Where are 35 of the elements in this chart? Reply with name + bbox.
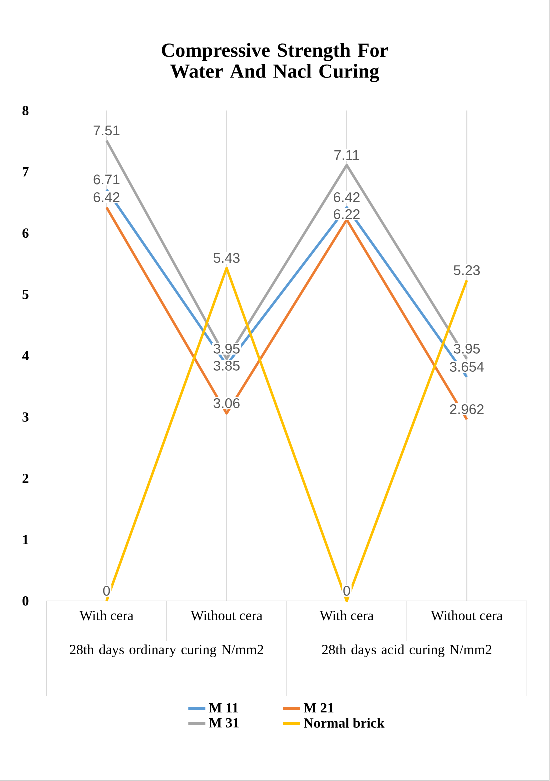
data-label: 7.11 bbox=[334, 150, 360, 160]
y-tick-label: 8 bbox=[22, 106, 29, 116]
data-label: 6.22 bbox=[334, 210, 360, 220]
data-label: 7.51 bbox=[94, 126, 120, 136]
x-tick-label: Without cera bbox=[431, 610, 503, 621]
legend-label: Normal brick bbox=[304, 718, 385, 728]
data-label: 6.71 bbox=[94, 174, 120, 185]
legend-label: M 21 bbox=[304, 703, 334, 713]
y-tick-label: 3 bbox=[22, 412, 29, 422]
data-label: 5.43 bbox=[214, 253, 240, 264]
y-tick-label: 0 bbox=[22, 596, 29, 606]
x-tick-label: Without cera bbox=[191, 610, 263, 621]
data-label: 6.42 bbox=[94, 192, 120, 202]
text: 28th days acid curing N/mm2 bbox=[322, 644, 492, 658]
text: 28th days ordinary curing N/mm2 bbox=[70, 644, 264, 658]
y-tick-label: 5 bbox=[22, 290, 29, 300]
data-label: 2.962 bbox=[450, 404, 484, 414]
data-label: 3.654 bbox=[450, 362, 484, 372]
y-tick-label: 7 bbox=[23, 168, 29, 177]
y-tick-label: 2 bbox=[22, 474, 29, 484]
data-label: 3.95 bbox=[454, 344, 480, 354]
y-tick-label: 1 bbox=[23, 535, 29, 544]
data-label: 3.95 bbox=[214, 344, 240, 354]
legend-label: M 31 bbox=[209, 718, 240, 728]
x-tick-label: With cera bbox=[320, 610, 374, 621]
legend-label: M 11 bbox=[209, 703, 238, 713]
chart-title: Compressive Strength For Water And Nacl Curing bbox=[162, 43, 388, 82]
y-tick-label: 6 bbox=[22, 228, 29, 238]
data-label: 6.42 bbox=[334, 192, 360, 202]
x-tick-label: With cera bbox=[80, 610, 134, 621]
data-label: 5.23 bbox=[454, 265, 480, 276]
data-label: 3.06 bbox=[214, 398, 240, 408]
data-label: 0 bbox=[104, 586, 110, 596]
y-tick-label: 4 bbox=[22, 351, 30, 361]
data-label: 0 bbox=[344, 586, 350, 596]
